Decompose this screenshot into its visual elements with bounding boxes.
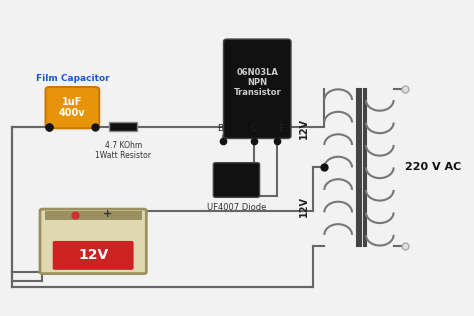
Bar	[45, 211, 142, 220]
Text: C: C	[251, 124, 257, 133]
Text: +: +	[102, 210, 112, 220]
FancyBboxPatch shape	[53, 241, 134, 270]
FancyBboxPatch shape	[46, 87, 99, 128]
FancyBboxPatch shape	[40, 209, 146, 274]
Text: 12V: 12V	[78, 248, 108, 262]
Text: 4.7 KOhm
1Watt Resistor: 4.7 KOhm 1Watt Resistor	[95, 141, 151, 160]
Text: Film Capacitor: Film Capacitor	[36, 74, 109, 83]
Text: E: E	[278, 124, 283, 133]
Text: 12V: 12V	[300, 118, 310, 139]
Text: UF4007 Diode: UF4007 Diode	[207, 203, 266, 212]
FancyBboxPatch shape	[213, 163, 260, 197]
Text: 12V: 12V	[300, 196, 310, 217]
FancyBboxPatch shape	[224, 39, 291, 138]
Bar	[109, 122, 137, 131]
Text: 06N03LA
NPN
Transistor: 06N03LA NPN Transistor	[233, 68, 281, 97]
Text: 1uF
400v: 1uF 400v	[59, 97, 86, 118]
Text: B: B	[217, 124, 223, 133]
Text: 220 V AC: 220 V AC	[405, 162, 462, 173]
